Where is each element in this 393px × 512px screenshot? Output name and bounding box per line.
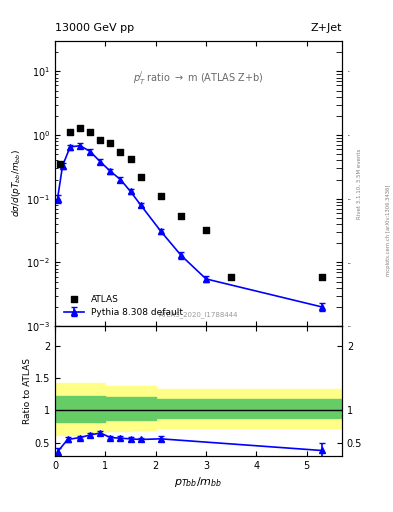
ATLAS	[97, 136, 103, 144]
ATLAS	[319, 272, 325, 281]
ATLAS	[87, 129, 94, 137]
Text: Z+Jet: Z+Jet	[310, 23, 342, 33]
ATLAS	[57, 160, 63, 168]
ATLAS	[67, 129, 73, 137]
Text: $p_T^j$ ratio $\rightarrow$ m (ATLAS Z+b): $p_T^j$ ratio $\rightarrow$ m (ATLAS Z+b…	[133, 70, 264, 87]
ATLAS	[228, 272, 234, 281]
ATLAS	[203, 226, 209, 234]
ATLAS	[138, 173, 144, 181]
ATLAS	[77, 124, 83, 132]
Y-axis label: Rivet 3.1.10, 3.5M events: Rivet 3.1.10, 3.5M events	[356, 148, 361, 219]
Y-axis label: $d\sigma/d(pT_{bb}/m_{bb})$: $d\sigma/d(pT_{bb}/m_{bb})$	[10, 150, 24, 218]
ATLAS	[107, 139, 114, 147]
Y-axis label: Ratio to ATLAS: Ratio to ATLAS	[23, 358, 32, 424]
Text: ATLAS_2020_I1788444: ATLAS_2020_I1788444	[159, 311, 238, 317]
ATLAS	[127, 155, 134, 163]
ATLAS	[178, 211, 184, 220]
Text: 13000 GeV pp: 13000 GeV pp	[55, 23, 134, 33]
X-axis label: $p_{Tbb}/m_{bb}$: $p_{Tbb}/m_{bb}$	[174, 475, 222, 489]
ATLAS	[117, 147, 123, 156]
ATLAS	[158, 192, 164, 200]
Legend: ATLAS, Pythia 8.308 default: ATLAS, Pythia 8.308 default	[59, 290, 187, 322]
Text: mcplots.cern.ch [arXiv:1306.3436]: mcplots.cern.ch [arXiv:1306.3436]	[386, 185, 391, 276]
